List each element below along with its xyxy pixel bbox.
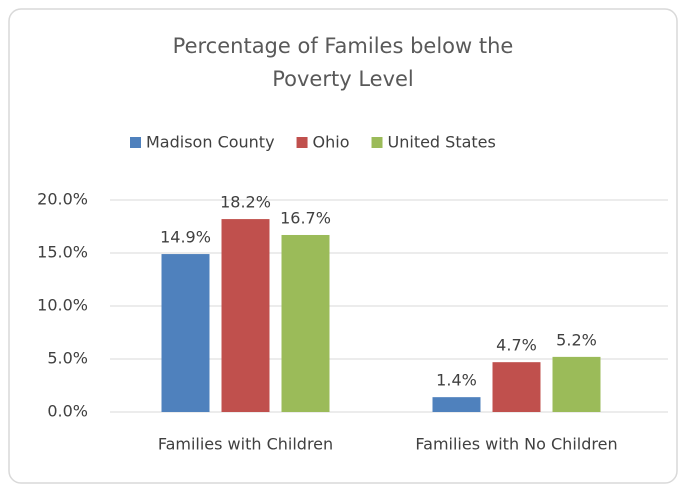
legend-label: Madison County [146,133,275,152]
data-label: 5.2% [556,330,597,349]
data-label: 14.9% [160,228,211,247]
legend-swatch [296,137,308,148]
data-label: 16.7% [280,208,331,227]
data-label: 18.2% [220,193,271,212]
bar [221,219,270,412]
x-tick-label: Families with Children [158,435,333,454]
chart-title: Percentage of Familes below the Poverty … [172,34,514,91]
bar [161,254,210,412]
y-tick-label: 15.0% [37,243,88,262]
y-tick-label: 20.0% [37,190,88,209]
y-tick-label: 5.0% [47,349,88,368]
bar [432,397,481,412]
legend-swatch [130,137,141,148]
data-label: 1.4% [436,371,477,390]
legend-swatch [371,137,383,148]
y-tick-label: 10.0% [37,296,88,315]
bar [552,356,601,412]
y-tick-label: 0.0% [47,402,88,421]
legend-label: United States [388,133,496,152]
bar [281,234,330,412]
x-tick-label: Families with No Children [415,435,617,454]
bar [492,362,541,412]
legend-label: Ohio [313,133,350,152]
data-label: 4.7% [496,336,537,355]
